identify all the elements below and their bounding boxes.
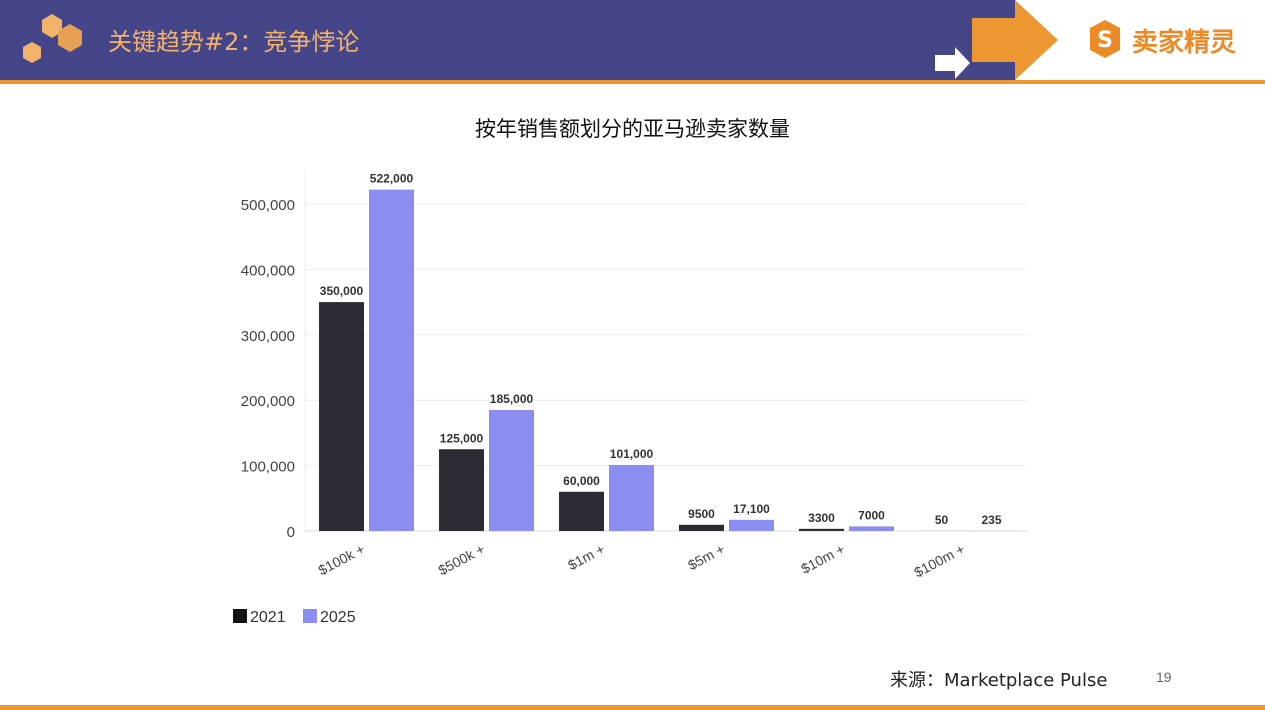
y-tick-label: 500,000	[241, 197, 295, 214]
bar-2021	[319, 302, 364, 531]
x-tick-label: $500k +	[436, 541, 488, 579]
data-label: 17,100	[733, 502, 770, 516]
hexagon-logo-icon	[23, 14, 82, 63]
x-tick-label: $5m +	[685, 541, 727, 574]
header-divider	[0, 80, 1265, 84]
header-decorations: S	[23, 0, 1120, 80]
bar-2025	[849, 526, 894, 531]
data-label: 101,000	[610, 447, 654, 461]
x-tick-label: $100k +	[316, 541, 368, 579]
y-tick-label: 400,000	[241, 262, 295, 279]
data-label: 522,000	[370, 172, 414, 186]
data-label: 3300	[808, 511, 835, 525]
y-tick-label: 200,000	[241, 393, 295, 410]
chart-title: 按年销售额划分的亚马逊卖家数量	[475, 117, 790, 141]
data-label: 235	[981, 513, 1001, 527]
bar-2025	[369, 189, 414, 531]
y-tick-label: 0	[287, 524, 295, 541]
data-label: 7000	[858, 508, 885, 522]
y-tick-label: 100,000	[241, 459, 295, 476]
legend-label: 2025	[320, 609, 356, 626]
source-note: 来源：Marketplace Pulse	[890, 670, 1108, 691]
data-label: 350,000	[320, 284, 364, 298]
legend-swatch-2021	[233, 609, 247, 623]
x-tick-label: $100m +	[911, 541, 967, 581]
arrow-icon	[935, 0, 1058, 80]
footer-divider	[0, 705, 1265, 710]
bar-2025	[729, 519, 774, 531]
x-tick-label: $10m +	[798, 541, 847, 577]
bar-2021	[559, 491, 604, 531]
svg-text:S: S	[1097, 28, 1113, 53]
legend-swatch-2025	[303, 609, 317, 623]
data-label: 50	[935, 513, 949, 527]
bar-2025	[609, 464, 654, 531]
page-title: 关键趋势#2：竞争悖论	[108, 28, 360, 56]
brand-logo-icon: S	[1090, 20, 1120, 58]
page-number: 19	[1156, 669, 1172, 685]
bar-2021	[439, 449, 484, 531]
x-tick-label: $1m +	[565, 541, 607, 574]
data-label: 125,000	[440, 431, 484, 445]
data-label: 185,000	[490, 392, 534, 406]
bar-2021	[679, 524, 724, 531]
bar-2021	[799, 528, 844, 531]
brand-logo-text: 卖家精灵	[1132, 28, 1237, 58]
bar-2025	[489, 410, 534, 531]
data-label: 60,000	[563, 474, 600, 488]
legend-label: 2021	[250, 609, 286, 626]
data-label: 9500	[688, 507, 715, 521]
y-tick-label: 300,000	[241, 328, 295, 345]
